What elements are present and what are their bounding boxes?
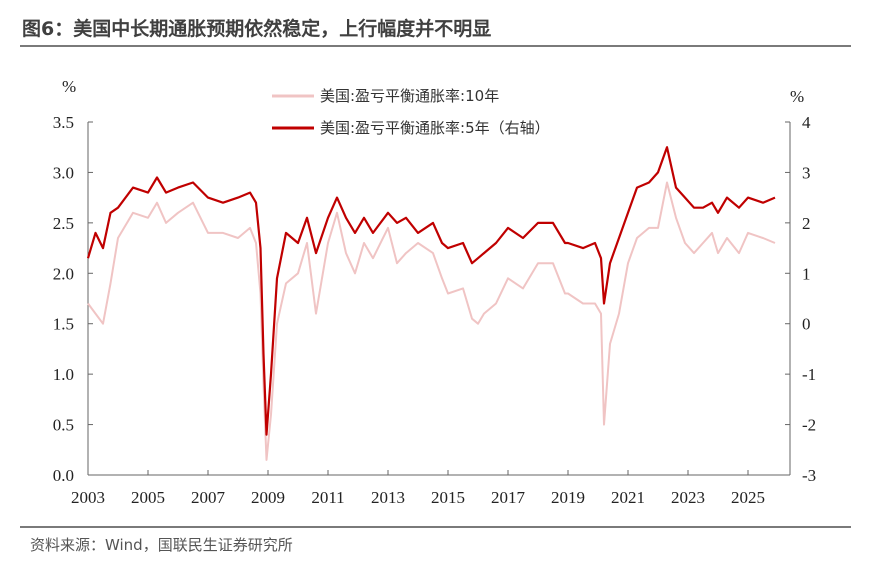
x-tick-label: 2003 [71,488,105,507]
series-line-5y [86,146,776,436]
x-tick-label: 2023 [671,488,705,507]
right-tick-label: 0 [802,315,811,334]
right-tick-label: -3 [802,466,816,485]
series-line-10y [87,181,776,461]
right-tick-label: 3 [802,163,811,182]
right-tick-label: -1 [802,365,816,384]
x-tick-label: 2013 [371,488,405,507]
x-tick-label: 2005 [131,488,165,507]
series-lines [86,146,776,461]
left-tick-label: 1.5 [53,315,74,334]
x-tick-label: 2007 [191,488,226,507]
x-tick-label: 2015 [431,488,465,507]
left-tick-label: 2.0 [53,264,74,283]
right-tick-label: -2 [802,416,816,435]
left-tick-label: 0.5 [53,416,74,435]
source-note: 资料来源：Wind，国联民生证券研究所 [30,536,293,554]
left-tick-label: 3.5 [53,113,74,132]
left-tick-label: 3.0 [53,163,74,182]
x-tick-label: 2009 [251,488,285,507]
left-unit-label: % [62,77,76,96]
chart-title: 图6：美国中长期通胀预期依然稳定，上行幅度并不明显 [22,18,492,40]
title-divider [20,45,851,47]
x-tick-label: 2021 [611,488,645,507]
left-tick-label: 2.5 [53,214,74,233]
legend-label-10y: 美国:盈亏平衡通胀率:10年 [320,87,499,105]
x-tick-label: 2019 [551,488,585,507]
x-tick-label: 2017 [491,488,526,507]
right-tick-label: 2 [802,214,811,233]
right-unit-label: % [790,87,804,106]
x-tick-label: 2025 [731,488,765,507]
legend-label-5y: 美国:盈亏平衡通胀率:5年（右轴） [320,119,550,137]
left-tick-label: 1.0 [53,365,74,384]
axes: 0.0 0.5 1.0 1.5 2.0 2.5 3.0 3.5 -3 -2 -1 0 1 2 3 4 2003 2… [53,77,816,507]
footer-divider [20,526,851,528]
left-tick-label: 0.0 [53,466,74,485]
x-tick-label: 2011 [311,488,344,507]
right-tick-label: 4 [802,113,811,132]
right-tick-label: 1 [802,264,811,283]
